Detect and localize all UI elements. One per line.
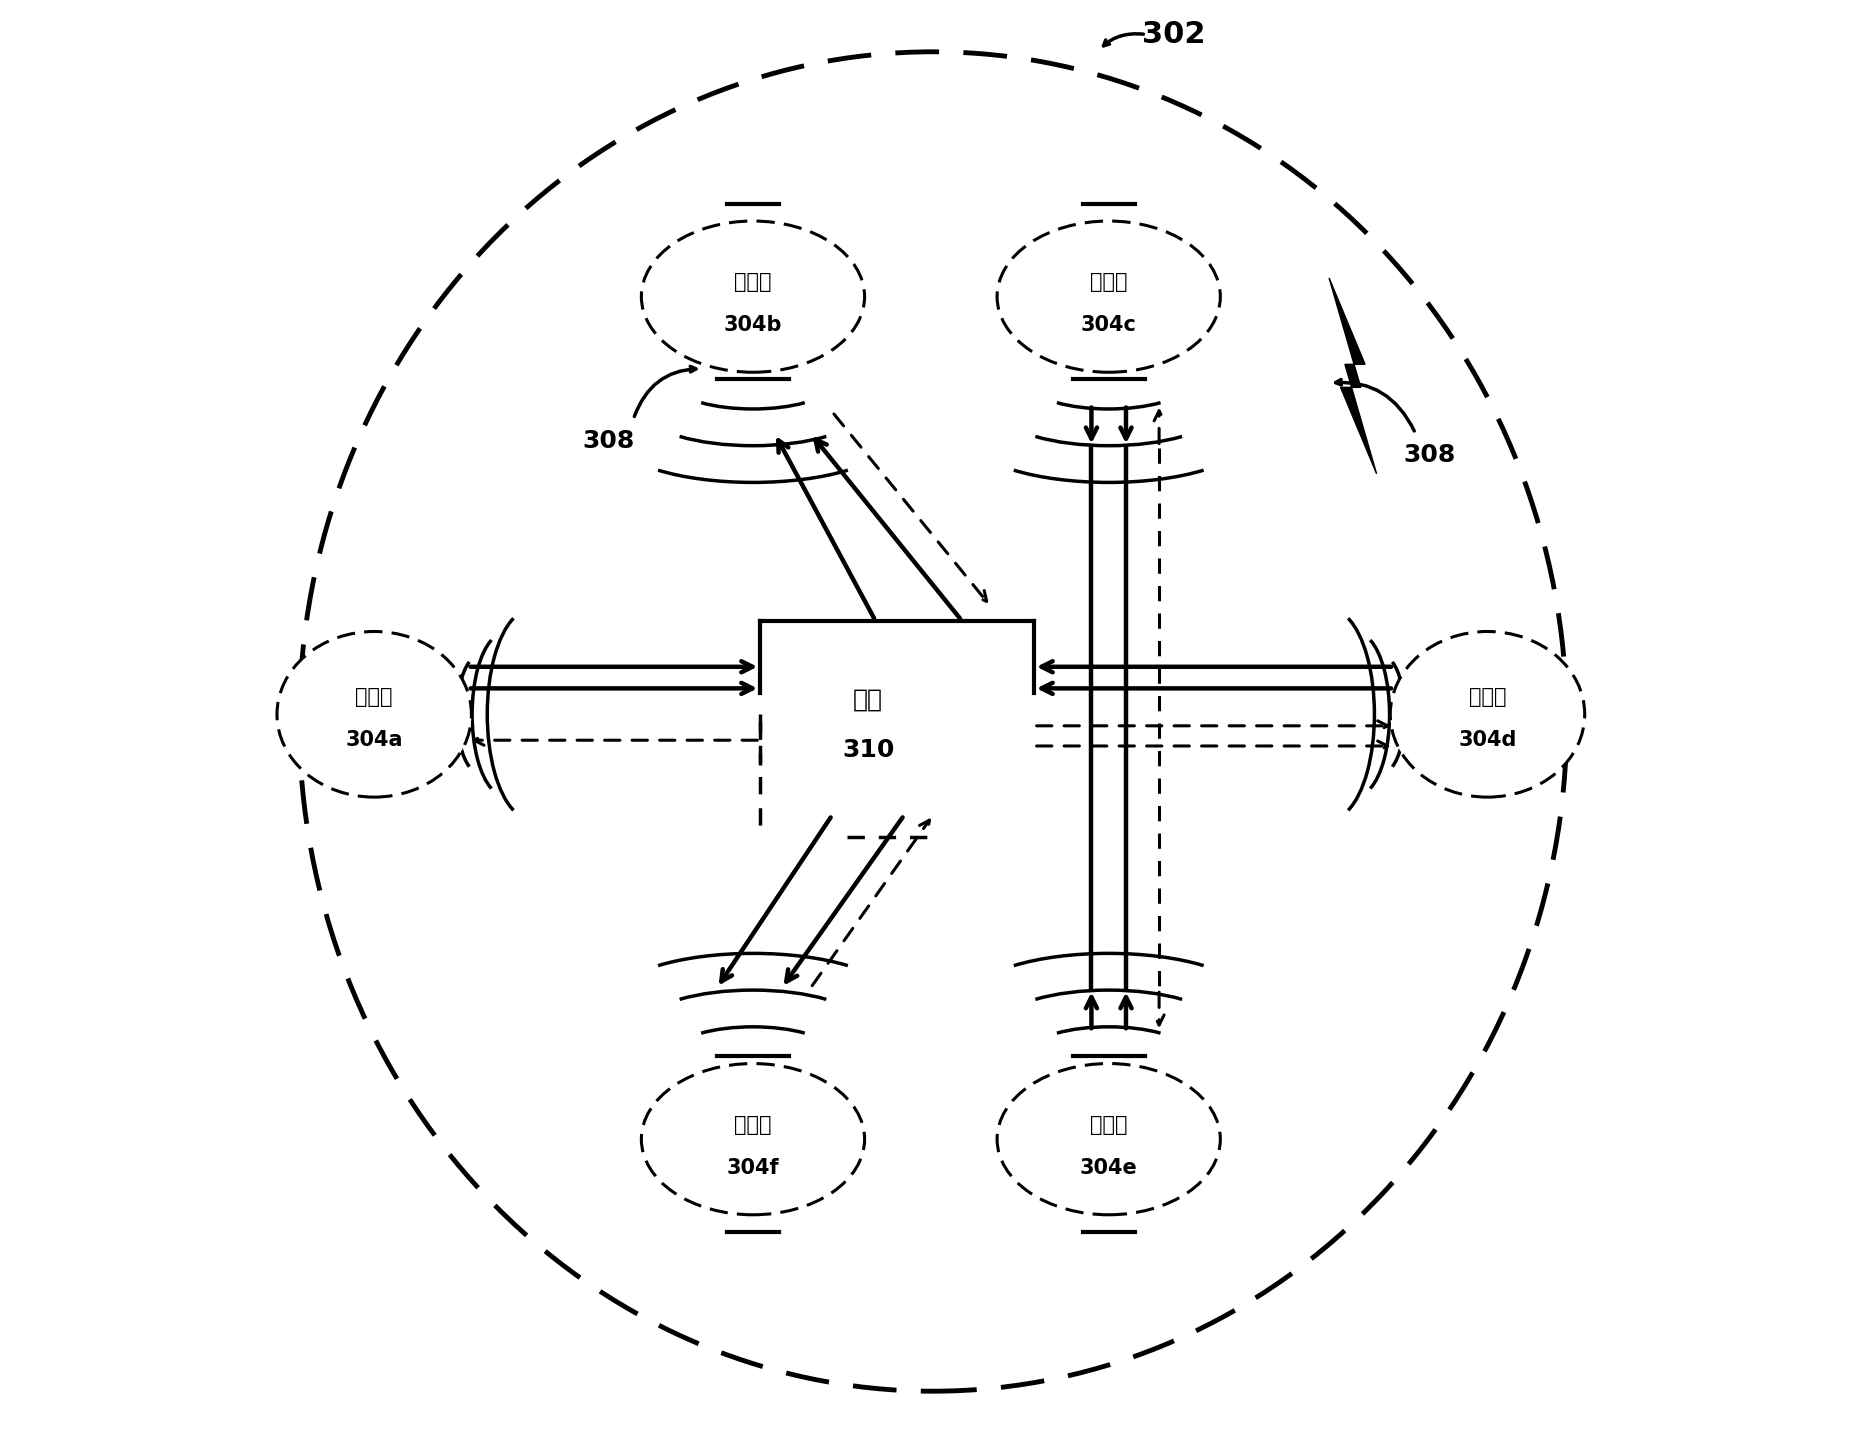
Text: 310: 310 bbox=[842, 739, 894, 762]
Text: 304d: 304d bbox=[1459, 730, 1517, 750]
Text: 中继器: 中继器 bbox=[1469, 687, 1506, 707]
Text: 中继器: 中继器 bbox=[355, 687, 394, 707]
Text: 实体: 实体 bbox=[853, 688, 883, 711]
Text: 304c: 304c bbox=[1080, 316, 1136, 335]
Ellipse shape bbox=[996, 221, 1220, 372]
Text: 304b: 304b bbox=[724, 316, 782, 335]
Text: 中继器: 中继器 bbox=[733, 273, 773, 293]
Text: 304a: 304a bbox=[345, 730, 403, 750]
Text: 304e: 304e bbox=[1080, 1157, 1138, 1177]
Text: 中继器: 中继器 bbox=[733, 1115, 773, 1134]
Ellipse shape bbox=[276, 632, 472, 797]
Text: 308: 308 bbox=[582, 429, 634, 453]
Text: 中继器: 中继器 bbox=[1090, 273, 1127, 293]
Ellipse shape bbox=[1390, 632, 1584, 797]
Text: 308: 308 bbox=[1403, 443, 1455, 468]
Ellipse shape bbox=[996, 1063, 1220, 1215]
Text: 304f: 304f bbox=[726, 1157, 780, 1177]
Text: 302: 302 bbox=[1142, 20, 1205, 49]
Ellipse shape bbox=[642, 221, 864, 372]
Polygon shape bbox=[1329, 278, 1377, 473]
Text: 中继器: 中继器 bbox=[1090, 1115, 1127, 1134]
Ellipse shape bbox=[642, 1063, 864, 1215]
